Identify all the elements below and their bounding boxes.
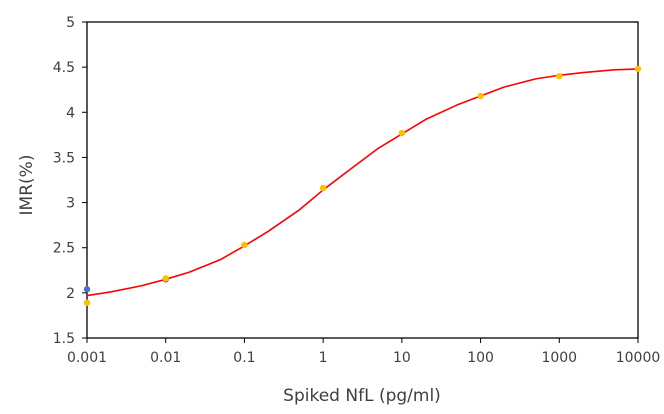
y-tick-label: 4.5 [53, 60, 75, 76]
y-tick-label: 2 [66, 286, 75, 302]
y-tick-label: 1.5 [53, 331, 75, 347]
x-tick-label: 10000 [616, 350, 661, 366]
plot-area-frame [86, 21, 639, 339]
y-tick-label: 2.5 [53, 241, 75, 257]
y-tick-label: 5 [66, 15, 75, 31]
data-point-orange [319, 184, 327, 192]
y-tick-label: 4 [66, 105, 75, 121]
ticks: 0.001 0.01 0.1 1 10 100 1000 10000 1.5 2 2.5 3 3.5 4 4… [53, 15, 661, 366]
data-point-orange [83, 299, 91, 306]
x-tick-label: 0.001 [67, 350, 107, 366]
axes [86, 21, 639, 339]
data-point-orange [556, 72, 563, 80]
data-point-orange [398, 129, 406, 137]
y-axis-title: IMR(%) [17, 155, 37, 216]
x-axis-title: Spiked NfL (pg/ml) [283, 386, 441, 406]
data-point-orange [634, 65, 642, 73]
data-point-orange [477, 92, 484, 100]
data-point-orange [241, 241, 248, 249]
data-point-blue [83, 286, 91, 293]
x-tick-label: 1000 [541, 350, 577, 366]
data-point-orange [162, 275, 169, 282]
series [83, 65, 642, 306]
y-tick-label: 3.5 [53, 150, 75, 166]
x-tick-label: 0.01 [150, 350, 181, 366]
x-tick-label: 0.1 [233, 350, 255, 366]
x-tick-label: 1 [319, 350, 328, 366]
y-tick-label: 3 [66, 196, 75, 212]
x-tick-label: 100 [467, 350, 494, 366]
fit-curve-line [86, 68, 639, 297]
x-tick-label: 10 [393, 350, 411, 366]
